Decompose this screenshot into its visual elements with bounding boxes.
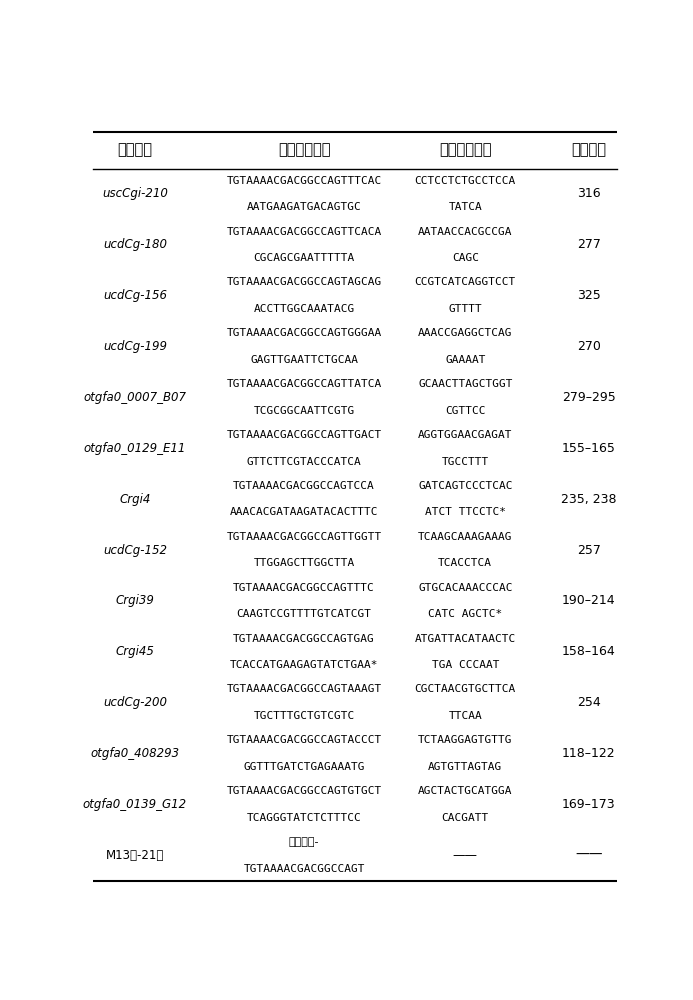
Text: GTTCTTCGTACCCATCA: GTTCTTCGTACCCATCA xyxy=(247,457,362,467)
Text: TGA CCCAAT: TGA CCCAAT xyxy=(432,660,499,670)
Text: CCTCCTCTGCCTCCA: CCTCCTCTGCCTCCA xyxy=(414,176,516,186)
Text: TGCTTTGCTGTCGTC: TGCTTTGCTGTCGTC xyxy=(254,711,355,721)
Text: TCAAGCAAAGAAAG: TCAAGCAAAGAAAG xyxy=(418,532,513,542)
Text: TTGGAGCTTGGCTTA: TTGGAGCTTGGCTTA xyxy=(254,558,355,568)
Text: AAACACGATAAGATACACTTTC: AAACACGATAAGATACACTTTC xyxy=(230,507,378,517)
Text: TGTAAAACGACGGCCAGTTTC: TGTAAAACGACGGCCAGTTTC xyxy=(234,583,375,593)
Text: ucdCg-156: ucdCg-156 xyxy=(103,289,167,302)
Text: ——: —— xyxy=(453,849,477,862)
Text: otgfa0_0007_B07: otgfa0_0007_B07 xyxy=(83,391,186,404)
Text: TCAGGGTATCTCTTTCC: TCAGGGTATCTCTTTCC xyxy=(247,813,362,823)
Text: AAACCGAGGCTCAG: AAACCGAGGCTCAG xyxy=(418,328,513,338)
Text: ——: —— xyxy=(575,848,602,862)
Text: 190–214: 190–214 xyxy=(562,594,615,607)
Text: AGCTACTGCATGGA: AGCTACTGCATGGA xyxy=(418,786,513,796)
Text: 155–165: 155–165 xyxy=(562,442,615,455)
Text: 反向引物序列: 反向引物序列 xyxy=(439,143,491,158)
Text: GGTTTGATCTGAGAAATG: GGTTTGATCTGAGAAATG xyxy=(243,762,365,772)
Text: GCAACTTAGCTGGT: GCAACTTAGCTGGT xyxy=(418,379,513,389)
Text: ATGATTACATAACTC: ATGATTACATAACTC xyxy=(414,634,516,644)
Text: CGTTCC: CGTTCC xyxy=(445,406,486,416)
Text: TCTAAGGAGTGTTG: TCTAAGGAGTGTTG xyxy=(418,735,513,745)
Text: TTCAA: TTCAA xyxy=(448,711,482,721)
Text: TGTAAAACGACGGCCAGTGAG: TGTAAAACGACGGCCAGTGAG xyxy=(234,634,375,644)
Text: GTTTT: GTTTT xyxy=(448,304,482,314)
Text: ATCT TTCCTC*: ATCT TTCCTC* xyxy=(425,507,506,517)
Text: ucdCg-200: ucdCg-200 xyxy=(103,696,167,709)
Text: TGTAAAACGACGGCCAGTAAAGT: TGTAAAACGACGGCCAGTAAAGT xyxy=(227,684,382,694)
Text: TATCA: TATCA xyxy=(448,202,482,212)
Text: uscCgi-210: uscCgi-210 xyxy=(102,187,168,200)
Text: ACCTTGGCAAATACG: ACCTTGGCAAATACG xyxy=(254,304,355,314)
Text: ucdCg-180: ucdCg-180 xyxy=(103,238,167,251)
Text: TGTAAAACGACGGCCAGTGGGAA: TGTAAAACGACGGCCAGTGGGAA xyxy=(227,328,382,338)
Text: 235, 238: 235, 238 xyxy=(561,493,617,506)
Text: 169–173: 169–173 xyxy=(562,798,615,811)
Text: CGCAGCGAATTTTTA: CGCAGCGAATTTTTA xyxy=(254,253,355,263)
Text: TGTAAAACGACGGCCAGTTGACT: TGTAAAACGACGGCCAGTTGACT xyxy=(227,430,382,440)
Text: CACGATT: CACGATT xyxy=(441,813,489,823)
Text: CAAGTCCGTTTTGTCATCGT: CAAGTCCGTTTTGTCATCGT xyxy=(236,609,371,619)
Text: CAGC: CAGC xyxy=(452,253,479,263)
Text: AATAACCACGCCGA: AATAACCACGCCGA xyxy=(418,227,513,237)
Text: 片段大小: 片段大小 xyxy=(571,143,606,158)
Text: 279–295: 279–295 xyxy=(562,391,615,404)
Text: TGTAAAACGACGGCCAGTCCA: TGTAAAACGACGGCCAGTCCA xyxy=(234,481,375,491)
Text: 257: 257 xyxy=(577,544,601,557)
Text: TGTAAAACGACGGCCAGTAGCAG: TGTAAAACGACGGCCAGTAGCAG xyxy=(227,277,382,287)
Text: 118–122: 118–122 xyxy=(562,747,615,760)
Text: TGTAAAACGACGGCCAGT: TGTAAAACGACGGCCAGT xyxy=(243,864,365,874)
Text: otgfa0_408293: otgfa0_408293 xyxy=(90,747,179,760)
Text: CCGTCATCAGGTCCT: CCGTCATCAGGTCCT xyxy=(414,277,516,287)
Text: 277: 277 xyxy=(577,238,601,251)
Text: CATC AGCTC*: CATC AGCTC* xyxy=(428,609,502,619)
Text: CGCTAACGTGCTTCA: CGCTAACGTGCTTCA xyxy=(414,684,516,694)
Text: TCACCATGAAGAGTATCTGAA*: TCACCATGAAGAGTATCTGAA* xyxy=(230,660,378,670)
Text: TCGCGGCAATTCGTG: TCGCGGCAATTCGTG xyxy=(254,406,355,416)
Text: AGTGTTAGTAG: AGTGTTAGTAG xyxy=(428,762,502,772)
Text: GTGCACAAACCCAC: GTGCACAAACCCAC xyxy=(418,583,513,593)
Text: 引物编号: 引物编号 xyxy=(117,143,152,158)
Text: AGGTGGAACGAGAT: AGGTGGAACGAGAT xyxy=(418,430,513,440)
Text: TGTAAAACGACGGCCAGTTATCA: TGTAAAACGACGGCCAGTTATCA xyxy=(227,379,382,389)
Text: otgfa0_0139_G12: otgfa0_0139_G12 xyxy=(83,798,187,811)
Text: TGTAAAACGACGGCCAGTTGGTT: TGTAAAACGACGGCCAGTTGGTT xyxy=(227,532,382,542)
Text: Crgi39: Crgi39 xyxy=(116,594,155,607)
Text: ucdCg-152: ucdCg-152 xyxy=(103,544,167,557)
Text: Crgi4: Crgi4 xyxy=(119,493,150,506)
Text: 325: 325 xyxy=(577,289,601,302)
Text: GAAAAT: GAAAAT xyxy=(445,355,486,365)
Text: 316: 316 xyxy=(577,187,601,200)
Text: GATCAGTCCCTCAC: GATCAGTCCCTCAC xyxy=(418,481,513,491)
Text: 正向引物序列: 正向引物序列 xyxy=(278,143,331,158)
Text: 荧光标记-: 荧光标记- xyxy=(289,837,319,847)
Text: TGCCTTT: TGCCTTT xyxy=(441,457,489,467)
Text: 270: 270 xyxy=(577,340,601,353)
Text: 158–164: 158–164 xyxy=(562,645,615,658)
Text: Crgi45: Crgi45 xyxy=(116,645,155,658)
Text: TCACCTCA: TCACCTCA xyxy=(438,558,492,568)
Text: ucdCg-199: ucdCg-199 xyxy=(103,340,167,353)
Text: AATGAAGATGACAGTGC: AATGAAGATGACAGTGC xyxy=(247,202,362,212)
Text: TGTAAAACGACGGCCAGTACCCT: TGTAAAACGACGGCCAGTACCCT xyxy=(227,735,382,745)
Text: otgfa0_0129_E11: otgfa0_0129_E11 xyxy=(84,442,186,455)
Text: GAGTTGAATTCTGCAA: GAGTTGAATTCTGCAA xyxy=(250,355,358,365)
Text: M13（-21）: M13（-21） xyxy=(106,849,164,862)
Text: TGTAAAACGACGGCCAGTTTCAC: TGTAAAACGACGGCCAGTTTCAC xyxy=(227,176,382,186)
Text: TGTAAAACGACGGCCAGTGTGCT: TGTAAAACGACGGCCAGTGTGCT xyxy=(227,786,382,796)
Text: TGTAAAACGACGGCCAGTTCACA: TGTAAAACGACGGCCAGTTCACA xyxy=(227,227,382,237)
Text: 254: 254 xyxy=(577,696,601,709)
